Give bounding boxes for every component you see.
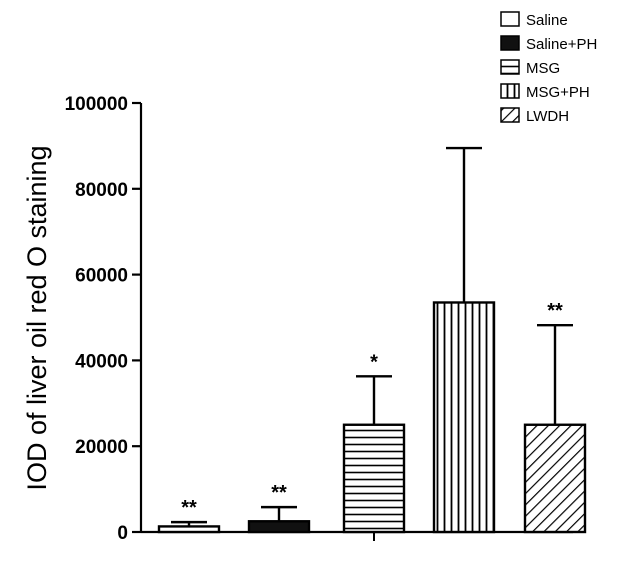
legend-label: LWDH: [526, 108, 569, 125]
y-tick-label: 100000: [65, 94, 128, 115]
y-axis: 0 20000 40000 60000 80000 100000: [65, 94, 143, 544]
bar-lwdh: [523, 423, 587, 534]
legend-swatch: [500, 11, 520, 27]
y-tick-label: 80000: [75, 180, 128, 201]
significance-markers: *******: [181, 300, 563, 519]
legend-label: Saline+PH: [526, 36, 597, 53]
y-tick-label: 40000: [75, 351, 128, 372]
significance-marker: **: [181, 497, 197, 519]
significance-marker: *: [370, 351, 378, 373]
bars: [157, 301, 587, 534]
y-tick-label: 0: [117, 523, 128, 544]
error-bars: [171, 146, 573, 527]
legend: Saline Saline+PH MSG MSG+PH LWDH: [500, 11, 597, 125]
significance-marker: **: [547, 300, 563, 322]
significance-marker: **: [271, 482, 287, 504]
bar-msg: [342, 423, 406, 534]
legend-label: Saline: [526, 12, 568, 29]
bar-saline: [157, 525, 221, 534]
bar-msg-ph: [432, 301, 496, 534]
y-tick-label: 60000: [75, 266, 128, 287]
y-tick-label: 20000: [75, 437, 128, 458]
legend-swatch: [500, 107, 520, 123]
x-axis: [141, 530, 573, 541]
legend-swatch: [500, 35, 520, 51]
legend-label: MSG+PH: [526, 84, 590, 101]
legend-label: MSG: [526, 60, 560, 77]
legend-swatch: [500, 59, 520, 75]
legend-swatch: [500, 83, 520, 99]
bar-saline-ph: [247, 520, 311, 534]
y-axis-label: IOD of liver oil red O staining: [22, 145, 52, 490]
